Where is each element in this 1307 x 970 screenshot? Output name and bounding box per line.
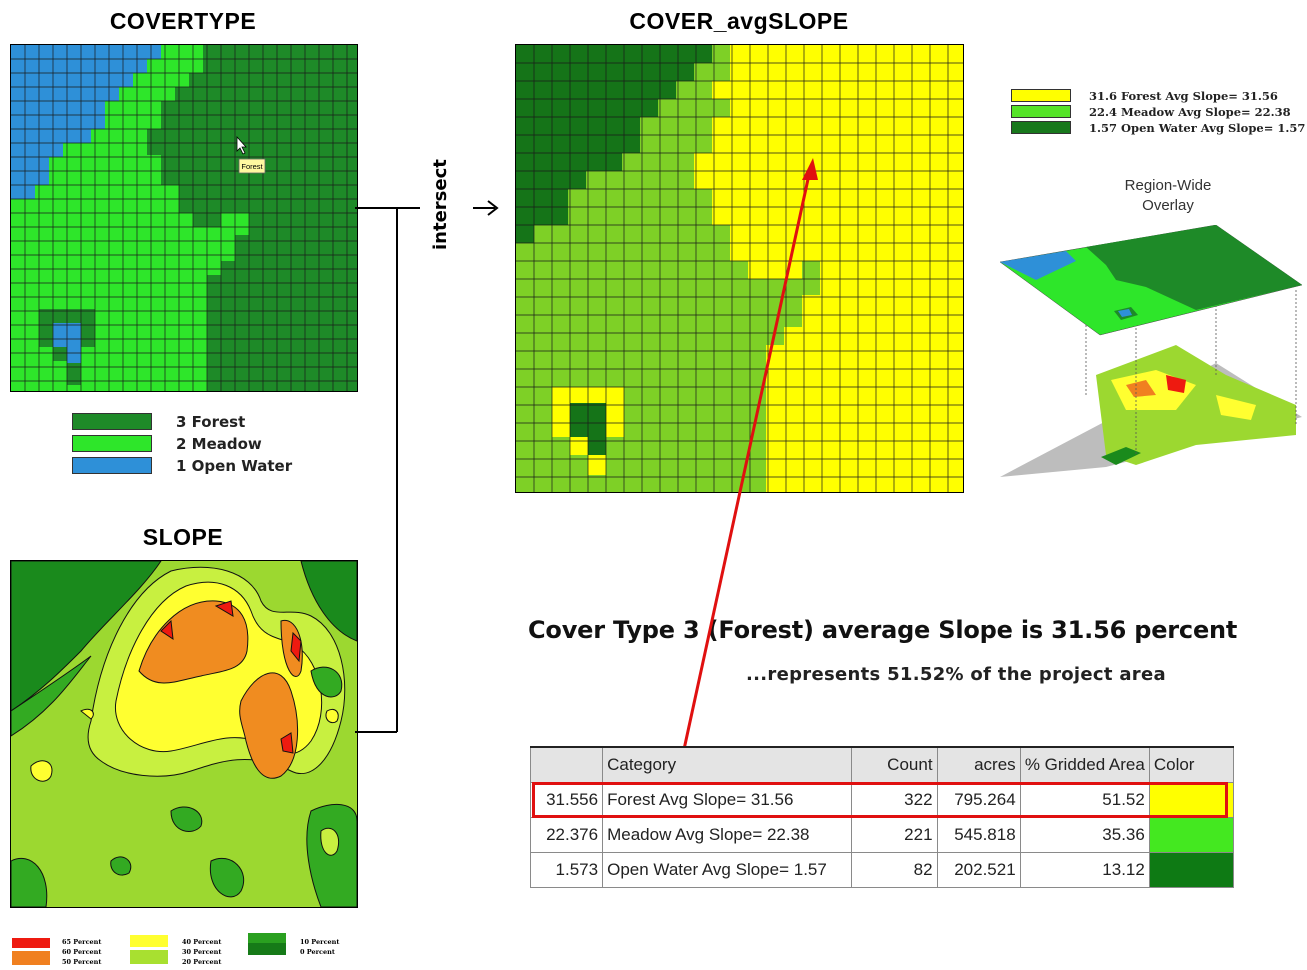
- overlay-caption: Region-Wide Overlay: [1124, 177, 1212, 214]
- slope-legend-labels: 40 Percent 30 Percent 20 Percent: [182, 938, 222, 966]
- forest-row-highlight: [532, 782, 1228, 818]
- row-color-swatch: [1148, 817, 1235, 853]
- cover-avgslope-title: COVER_avgSLOPE: [629, 8, 849, 34]
- open-water-area: [11, 45, 161, 199]
- row-acres: 545.818: [936, 817, 1021, 853]
- row-color-swatch: [1148, 852, 1235, 888]
- covertype-title: COVERTYPE: [109, 8, 257, 34]
- covertype-map: Forest: [10, 44, 358, 392]
- table-row: 22.376 Meadow Avg Slope= 22.38 221 545.8…: [529, 817, 1235, 853]
- slope-legend-swatch: [12, 951, 50, 965]
- cursor-icon: [236, 135, 247, 155]
- slope-legend-swatch: [248, 933, 286, 943]
- table-header-row: Category Count acres % Gridded Area Colo…: [529, 746, 1235, 783]
- header-category: Category: [602, 746, 853, 783]
- legend-swatch: [1011, 89, 1071, 102]
- header-percent: % Gridded Area: [1019, 746, 1150, 783]
- cover-avgslope-grid: [516, 45, 963, 492]
- table-row: 1.573 Open Water Avg Slope= 1.57 82 202.…: [529, 852, 1235, 888]
- cover-avgslope-map: [515, 44, 964, 493]
- intersect-label: intersect: [430, 159, 451, 250]
- forest-tooltip: Forest: [241, 162, 263, 171]
- legend-label: 3 Forest: [176, 413, 246, 431]
- legend-label: 2 Meadow: [176, 435, 262, 453]
- table-row: 31.556 Forest Avg Slope= 31.56 322 795.2…: [529, 782, 1235, 818]
- arrow-right-icon: [487, 200, 499, 216]
- row-category: Meadow Avg Slope= 22.38: [602, 817, 853, 853]
- legend-label: 1.57 Open Water Avg Slope= 1.57: [1089, 121, 1306, 135]
- legend-label: 31.6 Forest Avg Slope= 31.56: [1089, 89, 1278, 103]
- open-water-zone: [516, 45, 712, 243]
- forest-tooltip-box: [238, 158, 266, 174]
- row-acres: 202.521: [936, 852, 1021, 888]
- slope-legend-swatch: [130, 935, 168, 947]
- slope-map: [10, 560, 358, 908]
- legend-swatch: [1011, 105, 1071, 118]
- legend-swatch: [72, 435, 152, 452]
- row-percent: 35.36: [1019, 817, 1150, 853]
- header-count: Count: [851, 746, 938, 783]
- arrow-up-icon: [802, 158, 818, 180]
- slope-title: SLOPE: [142, 524, 224, 550]
- slope-legend-swatch: [248, 943, 286, 955]
- highlight-arrow: [681, 158, 818, 755]
- region-overlay-3d: [999, 225, 1303, 477]
- header-color: Color: [1148, 746, 1235, 783]
- row-category: Open Water Avg Slope= 1.57: [602, 852, 853, 888]
- row-percent: 51.52: [1019, 782, 1150, 818]
- header-value: [529, 746, 604, 783]
- slope-legend-labels: 65 Percent 60 Percent 50 Percent: [62, 938, 102, 966]
- stats-table: Category Count acres % Gridded Area Colo…: [529, 746, 1235, 888]
- row-value: 1.573: [529, 852, 604, 888]
- forest-area: [147, 45, 357, 391]
- headline: Cover Type 3 (Forest) average Slope is 3…: [528, 616, 1238, 644]
- legend-swatch: [1011, 121, 1071, 134]
- header-acres: acres: [936, 746, 1021, 783]
- row-count: 82: [851, 852, 938, 888]
- legend-swatch: [72, 457, 152, 474]
- row-count: 221: [851, 817, 938, 853]
- subheadline: ...represents 51.52% of the project area: [746, 664, 1166, 685]
- slope-legend-swatch: [12, 938, 50, 948]
- legend-swatch: [72, 413, 152, 430]
- row-percent: 13.12: [1019, 852, 1150, 888]
- covertype-grid: [11, 45, 357, 391]
- row-acres: 795.264: [936, 782, 1021, 818]
- slope-legend-swatch: [130, 950, 168, 964]
- connector-lines: [355, 200, 499, 733]
- forest-zone: [694, 45, 963, 492]
- row-value: 22.376: [529, 817, 604, 853]
- legend-label: 22.4 Meadow Avg Slope= 22.38: [1089, 105, 1291, 119]
- slope-legend-labels: 10 Percent 0 Percent: [300, 938, 340, 956]
- legend-label: 1 Open Water: [176, 457, 293, 475]
